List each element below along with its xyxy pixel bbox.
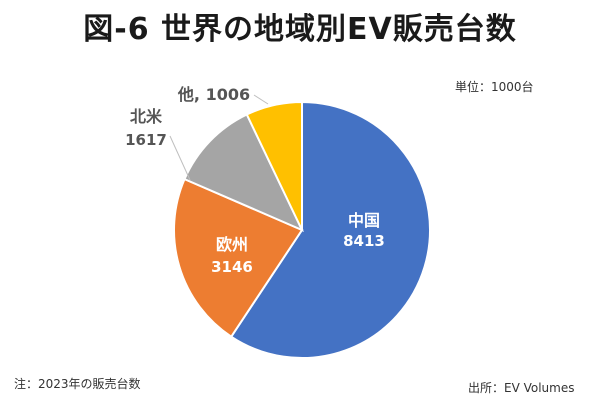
chart-title: 図-6 世界の地域別EV販売台数 bbox=[83, 12, 517, 47]
europe-value: 3146 bbox=[211, 258, 253, 276]
north-america-value: 1617 bbox=[125, 131, 167, 149]
pie-slice-china bbox=[229, 100, 431, 359]
other-label: 他, 1006 bbox=[177, 85, 250, 104]
north-america-label: 北米 bbox=[130, 107, 163, 126]
pie-slice-europe bbox=[173, 177, 304, 339]
footnote: 注：2023年の販売台数 bbox=[14, 377, 141, 391]
pie-slices bbox=[173, 100, 431, 359]
leader-line-north-america bbox=[169, 135, 191, 181]
china-label: 中国 bbox=[348, 211, 380, 230]
unit-note: 単位：1000台 bbox=[455, 80, 534, 94]
pie-slice-other bbox=[245, 100, 303, 231]
europe-label: 欧州 bbox=[216, 235, 248, 254]
china-value: 8413 bbox=[343, 232, 385, 250]
pie-slice-north-america bbox=[183, 113, 305, 232]
leader-line-other bbox=[253, 94, 269, 105]
source-note: 出所：EV Volumes bbox=[468, 381, 575, 395]
